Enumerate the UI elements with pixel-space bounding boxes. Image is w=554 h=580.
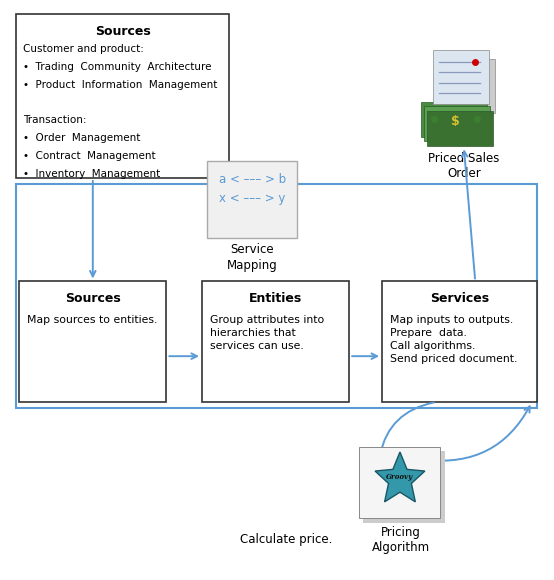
FancyBboxPatch shape <box>359 447 440 518</box>
Text: •  Contract  Management: • Contract Management <box>23 151 156 161</box>
Text: Groovy: Groovy <box>386 473 414 481</box>
Text: Sources: Sources <box>65 292 121 304</box>
FancyBboxPatch shape <box>424 106 490 141</box>
Text: Service
Mapping: Service Mapping <box>227 243 278 272</box>
FancyBboxPatch shape <box>363 451 445 523</box>
Text: Map sources to entities.: Map sources to entities. <box>27 315 158 325</box>
FancyBboxPatch shape <box>438 59 495 113</box>
Text: •  Inventory  Management: • Inventory Management <box>23 169 160 179</box>
Text: Map inputs to outputs.
Prepare  data.
Call algorithms.
Send priced document.: Map inputs to outputs. Prepare data. Cal… <box>390 315 517 364</box>
FancyBboxPatch shape <box>427 111 493 146</box>
Text: •  Trading  Community  Architecture: • Trading Community Architecture <box>23 62 212 72</box>
Text: Transaction:: Transaction: <box>23 115 86 125</box>
Text: a < ––– > b: a < ––– > b <box>219 173 286 186</box>
Text: Customer and product:: Customer and product: <box>23 44 144 54</box>
FancyBboxPatch shape <box>433 50 489 104</box>
FancyBboxPatch shape <box>17 14 229 178</box>
Text: Group attributes into
hierarchies that
services can use.: Group attributes into hierarchies that s… <box>210 315 324 351</box>
Text: Services: Services <box>430 292 489 304</box>
FancyBboxPatch shape <box>19 281 166 402</box>
Text: Priced Sales
Order: Priced Sales Order <box>428 152 500 180</box>
Text: Sources: Sources <box>95 24 151 38</box>
Text: •  Order  Management: • Order Management <box>23 133 140 143</box>
Text: $: $ <box>452 115 460 128</box>
FancyBboxPatch shape <box>202 281 349 402</box>
FancyBboxPatch shape <box>421 102 488 137</box>
Text: Entities: Entities <box>249 292 302 304</box>
Text: Calculate price.: Calculate price. <box>240 534 332 546</box>
Text: •  Product  Information  Management: • Product Information Management <box>23 80 217 90</box>
Polygon shape <box>375 452 425 502</box>
Text: x < ––– > y: x < ––– > y <box>219 193 285 205</box>
FancyBboxPatch shape <box>207 161 297 238</box>
FancyBboxPatch shape <box>382 281 537 402</box>
Text: Pricing
Algorithm: Pricing Algorithm <box>372 525 430 553</box>
